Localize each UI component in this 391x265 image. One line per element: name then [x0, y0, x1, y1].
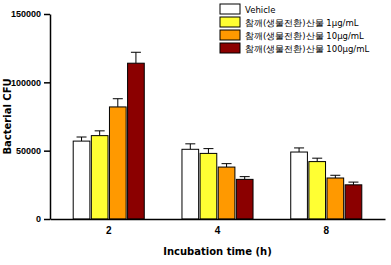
tick: 0 [36, 214, 50, 224]
tick-label: 2 [106, 225, 112, 236]
bar [128, 63, 145, 219]
axis-line [51, 219, 386, 221]
bar [109, 107, 126, 219]
legend-swatch [220, 43, 240, 53]
error-cap [95, 130, 105, 131]
plot-area [73, 52, 362, 219]
error-bar [299, 148, 300, 152]
bar [91, 136, 108, 219]
error-cap [348, 182, 358, 183]
legend-label: 참깨(생물전환)산물 1μg/mL [245, 18, 359, 28]
axis-line [50, 15, 52, 220]
legend-item: 참깨(생물전환)산물 100μg/mL [220, 43, 370, 54]
error-cap [131, 52, 141, 53]
x-axis-title: Incubation time (h) [163, 246, 272, 257]
tick-label: 50000 [16, 146, 41, 156]
bar [291, 152, 308, 219]
bar [345, 185, 362, 219]
error-cap [77, 137, 87, 138]
legend-swatch [220, 4, 240, 14]
error-bar [135, 52, 136, 63]
legend-item: Vehicle [220, 4, 275, 15]
tick: 150000 [11, 9, 50, 19]
error-cap [330, 175, 340, 176]
error-bar [99, 131, 100, 136]
legend-label: Vehicle [245, 5, 275, 15]
legend-label: 참깨(생물전환)산물 10μg/mL [245, 31, 364, 41]
error-bar [190, 144, 191, 149]
bar [218, 167, 235, 219]
tick: 100000 [11, 78, 50, 88]
tick: 2 [106, 219, 112, 236]
tick-label: 8 [323, 225, 329, 236]
tick-mark [44, 150, 50, 152]
error-bar [81, 137, 82, 141]
error-bar [317, 158, 318, 161]
tick-label: 150000 [11, 9, 41, 19]
y-axis-title: Bacterial CFU [2, 78, 13, 154]
tick-label: 0 [36, 214, 41, 224]
tick: 4 [215, 219, 221, 236]
bar [200, 153, 217, 219]
legend: Vehicle 참깨(생물전환)산물 1μg/mL 참깨(생물전환)산물 10μg/… [220, 4, 370, 54]
legend-item: 참깨(생물전환)산물 10μg/mL [220, 30, 364, 41]
y-axis: 0 50000 100000 150000 [11, 9, 51, 224]
legend-label: 참깨(생물전환)산물 100μg/mL [245, 44, 370, 54]
tick: 50000 [16, 146, 50, 156]
error-bar [208, 149, 209, 154]
legend-item: 참깨(생물전환)산물 1μg/mL [220, 17, 359, 28]
error-bar [117, 99, 118, 107]
chart: 0 50000 100000 150000 2 4 8 Incubation time (h)… [0, 0, 391, 265]
bar [327, 178, 344, 219]
tick: 8 [323, 219, 329, 236]
legend-swatch [220, 30, 240, 40]
error-cap [222, 163, 232, 164]
x-axis: 2 4 8 [51, 219, 386, 236]
tick-mark [44, 219, 50, 221]
tick-label: 4 [215, 225, 221, 236]
tick-mark [44, 14, 50, 16]
bar [73, 141, 90, 219]
error-cap [185, 143, 195, 144]
error-cap [294, 147, 304, 148]
series [128, 52, 362, 219]
tick-mark [44, 82, 50, 84]
error-cap [312, 158, 322, 159]
error-cap [203, 148, 213, 149]
error-cap [113, 98, 123, 99]
error-cap [240, 176, 250, 177]
legend-swatch [220, 17, 240, 27]
error-bar [226, 164, 227, 167]
tick-label: 100000 [11, 78, 41, 88]
bar [236, 179, 253, 219]
bar [182, 149, 199, 219]
bar [309, 162, 326, 219]
